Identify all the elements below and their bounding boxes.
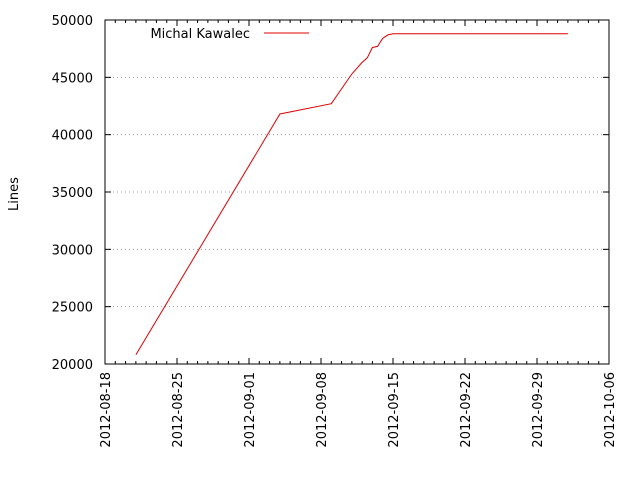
x-tick-label: 2012-08-25 [171, 372, 186, 448]
y-axis-title: Lines [7, 177, 22, 211]
y-tick-label: 45000 [52, 71, 93, 86]
y-tick-labels: 20000 25000 30000 35000 40000 45000 50000 [52, 14, 93, 373]
y-tick-label: 25000 [52, 301, 93, 316]
legend-label: Michal Kawalec [150, 27, 250, 42]
y-tick-label: 40000 [52, 129, 93, 144]
y-tick-label: 50000 [52, 14, 93, 29]
x-tick-label: 2012-08-18 [99, 372, 114, 448]
legend: Michal Kawalec [150, 27, 309, 42]
x-tick-label: 2012-09-22 [459, 372, 474, 448]
grid [105, 76, 609, 308]
x-tick-labels: 2012-08-18 2012-08-25 2012-09-01 2012-09-08… [99, 372, 618, 448]
plot-frame [104, 19, 610, 365]
y-tick-label: 20000 [52, 358, 93, 373]
x-tick-label: 2012-10-06 [603, 372, 618, 448]
series-line [135, 33, 568, 356]
x-tick-label: 2012-09-08 [315, 372, 330, 448]
series [135, 33, 568, 356]
y-tick-label: 35000 [52, 186, 93, 201]
x-tick-label: 2012-09-01 [243, 372, 258, 448]
x-tick-label: 2012-09-15 [387, 372, 402, 448]
x-tick-label: 2012-09-29 [531, 372, 546, 448]
y-tick-label: 30000 [52, 243, 93, 258]
